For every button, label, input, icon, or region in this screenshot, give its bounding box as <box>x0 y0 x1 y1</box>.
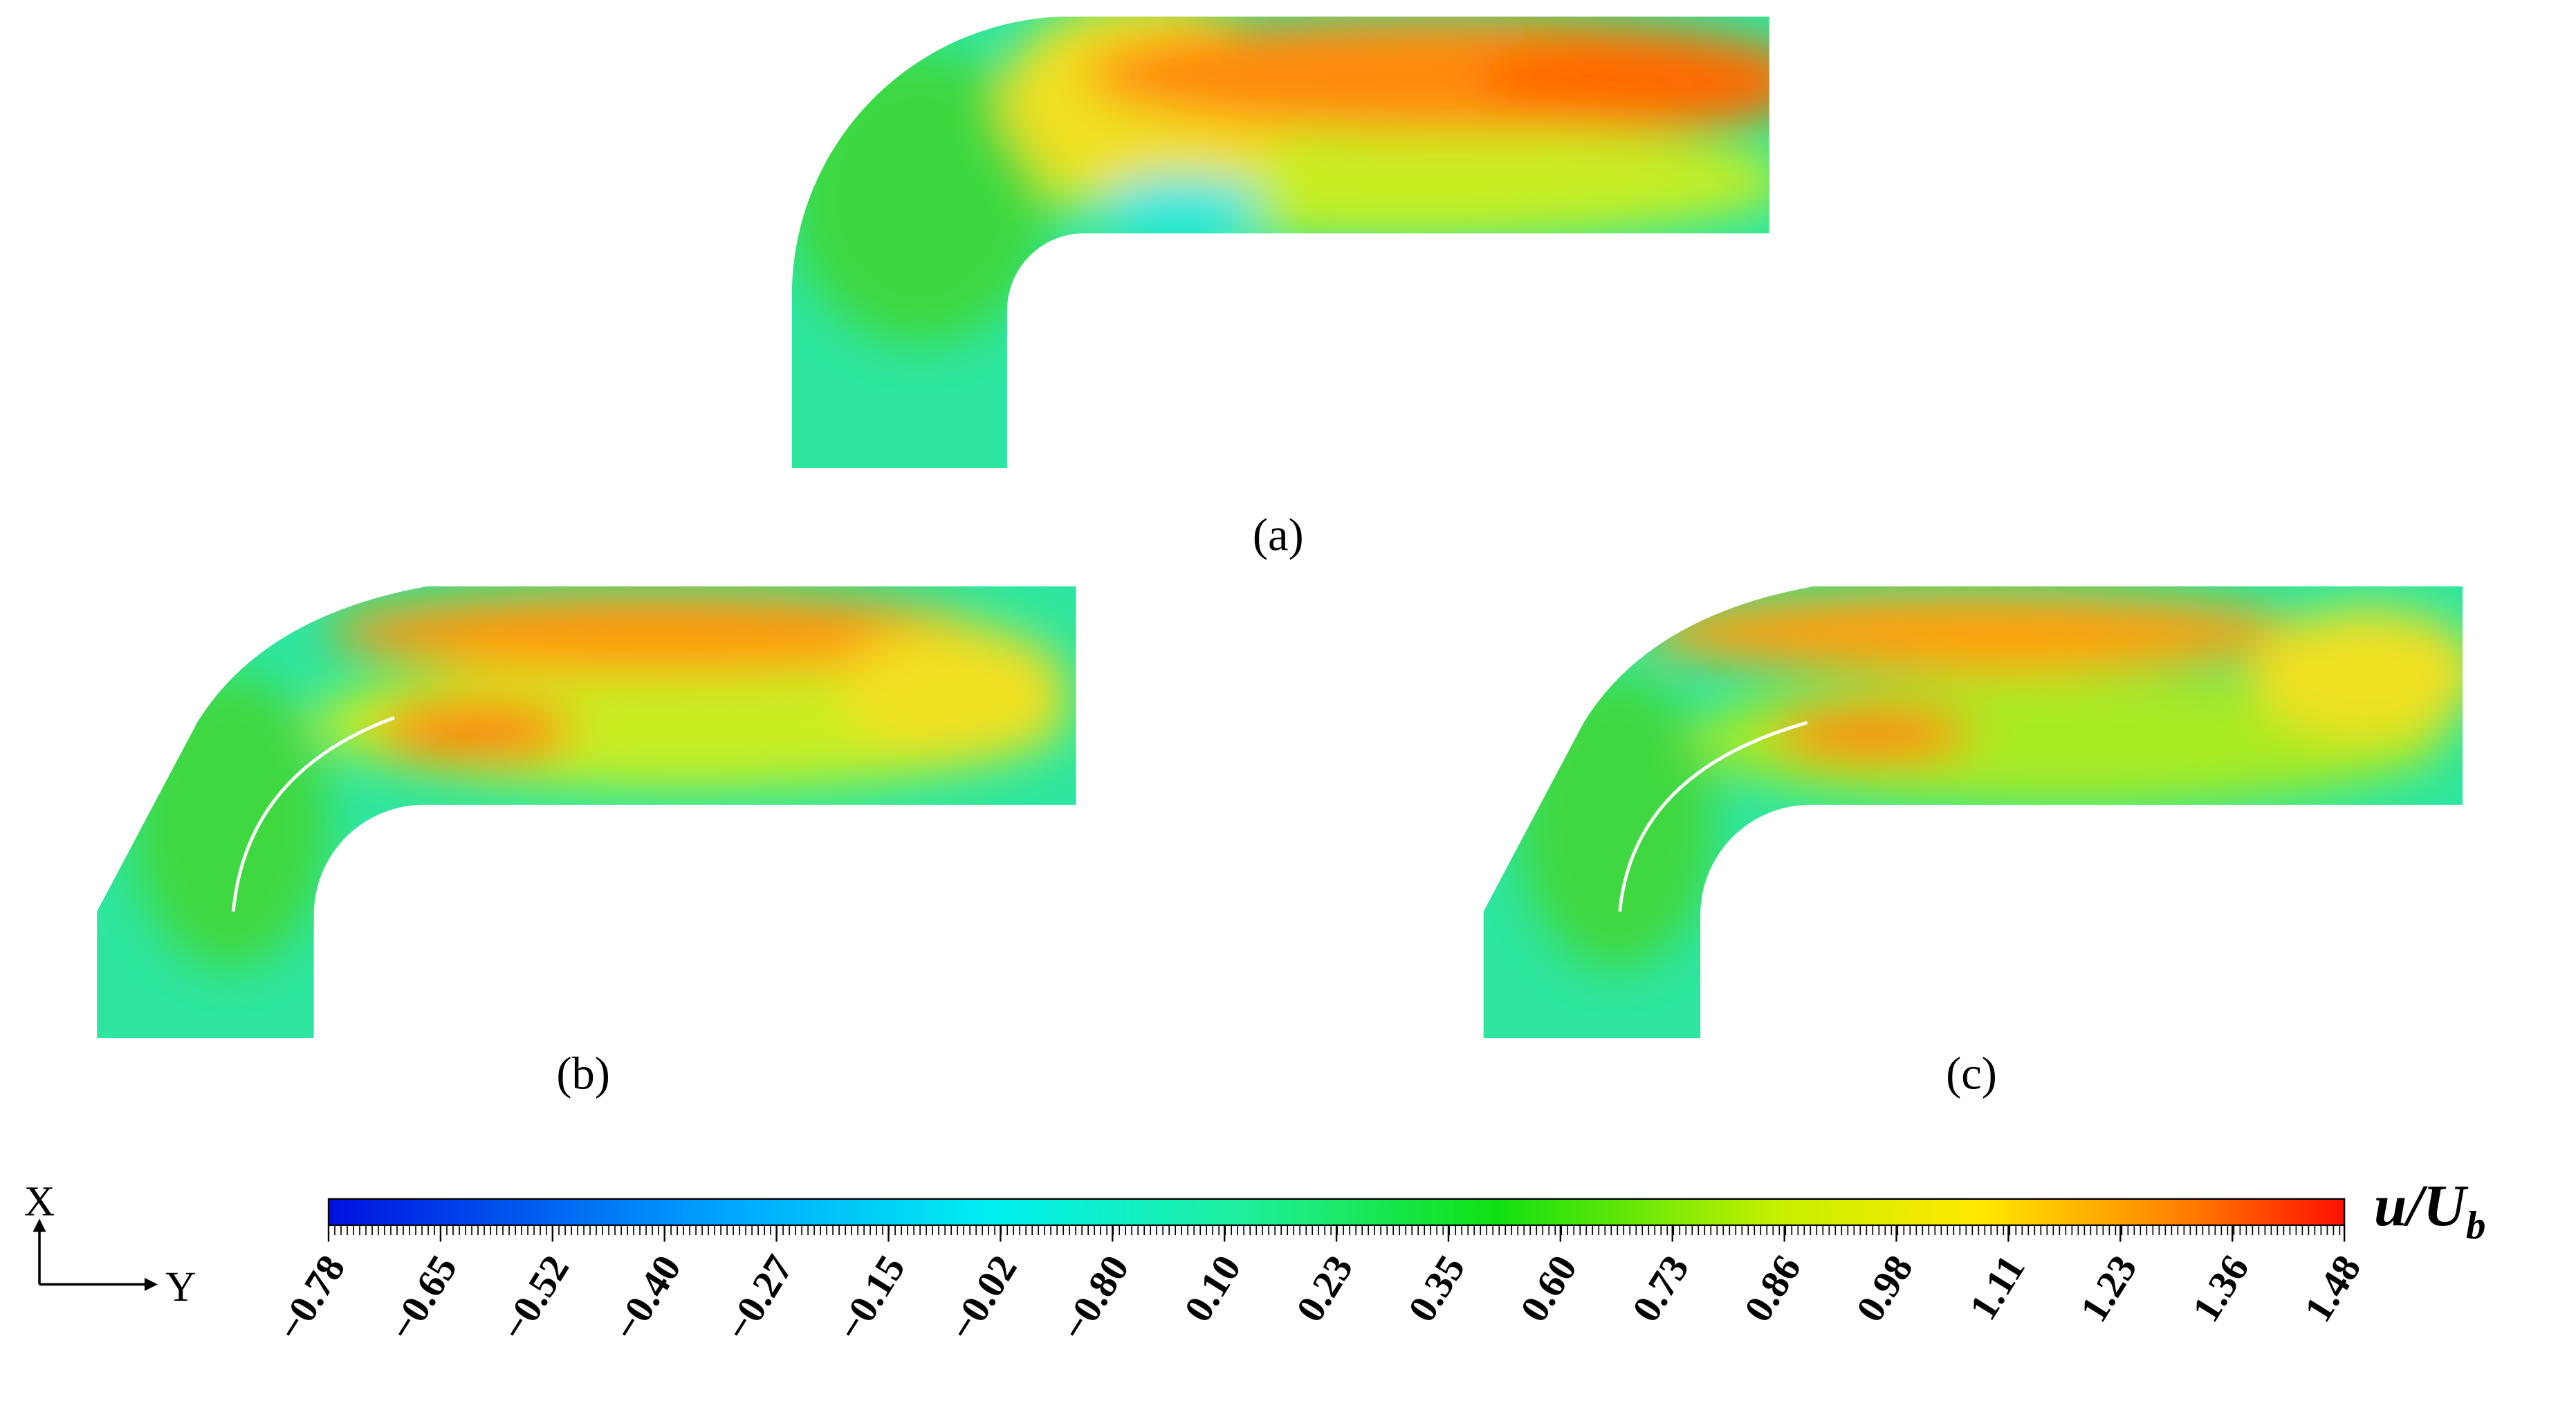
axes-icon: X Y <box>24 1178 196 1311</box>
colorbar-tick-label: −0.15 <box>828 1247 914 1348</box>
colorbar-tick-label: 1.11 <box>1961 1247 2034 1327</box>
colorbar-label: u/Ub <box>2374 1173 2486 1247</box>
colorbar-tick-label: 0.98 <box>1848 1247 1922 1329</box>
colorbar-tick-label: −0.02 <box>940 1247 1026 1348</box>
colorbar <box>327 1198 2346 1226</box>
axis-y-label: Y <box>165 1263 196 1310</box>
colorbar-label-sub: b <box>2466 1204 2486 1247</box>
colorbar-ticks: −0.78 −0.65 −0.52 −0.40 −0.27 −0.15 −0.02 −0.80… <box>268 1225 2369 1348</box>
colorbar-tick-label: −0.40 <box>605 1247 690 1348</box>
colorbar-tick-label: −0.52 <box>493 1247 578 1348</box>
colorbar-tick-label: 1.23 <box>2072 1247 2145 1329</box>
colorbar-tick-label: 0.35 <box>1400 1247 1473 1329</box>
panel-label: (b) <box>556 1049 610 1100</box>
panel-label: (c) <box>1946 1049 1997 1100</box>
colorbar-tick-label: 0.23 <box>1288 1247 1361 1329</box>
panel-label: (a) <box>1253 510 1304 561</box>
colorbar-tick-label: −0.27 <box>716 1247 802 1348</box>
colorbar-tick-label: −0.80 <box>1052 1247 1138 1348</box>
contour-c <box>1483 586 2463 1039</box>
colorbar-tick-label: 1.48 <box>2296 1247 2369 1329</box>
colorbar-tick-label: 0.73 <box>1624 1247 1698 1329</box>
colorbar-tick-label: 0.60 <box>1512 1247 1585 1329</box>
colorbar-tick-label: 1.36 <box>2184 1247 2257 1329</box>
contour-a <box>791 16 1769 468</box>
colorbar-tick-label: 0.10 <box>1176 1247 1249 1329</box>
colorbar-tick-label: 0.86 <box>1736 1247 1810 1329</box>
axis-x-label: X <box>24 1178 55 1225</box>
colorbar-label-main: u/U <box>2374 1173 2469 1238</box>
colorbar-tick-label: −0.65 <box>380 1247 466 1348</box>
colorbar-minor-ticks <box>328 1225 2341 1236</box>
contour-b <box>97 586 1076 1039</box>
colorbar-tick-label: −0.78 <box>268 1247 354 1348</box>
